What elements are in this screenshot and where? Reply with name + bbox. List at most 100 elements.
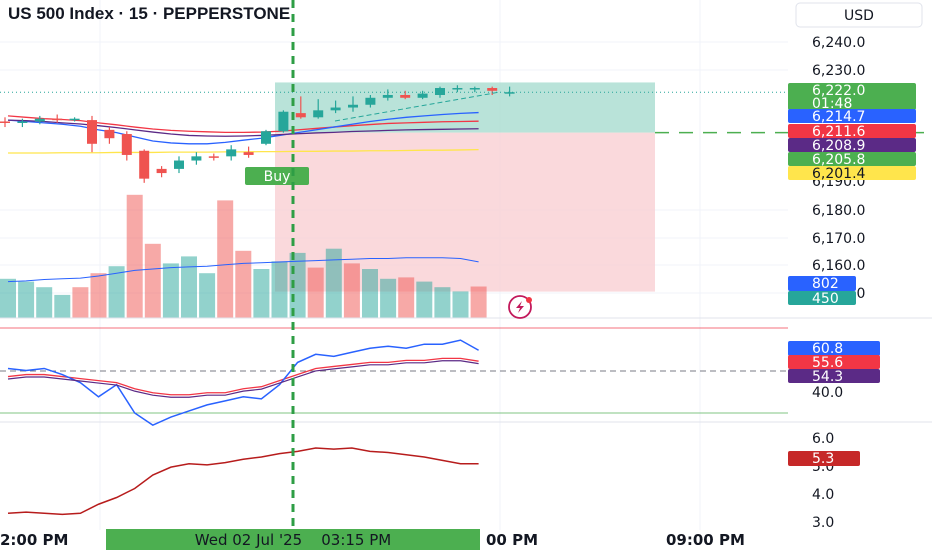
- moving-averages: [7, 111, 479, 154]
- candles: [0, 85, 515, 183]
- volume-bar: [253, 269, 270, 318]
- moving-average-line: [7, 119, 479, 137]
- candle: [417, 90, 428, 100]
- ma-purple-value: 6,208.9: [812, 138, 865, 154]
- candle: [226, 145, 237, 161]
- candle: [400, 90, 411, 100]
- volume-bar: [307, 267, 324, 318]
- volume-value: 450: [812, 291, 839, 307]
- rsi-ma-value: 55.6: [812, 355, 843, 371]
- volume-bar: [18, 281, 35, 318]
- rsi-line: [7, 339, 479, 426]
- price-tick-6240: 6,240.0: [812, 35, 865, 51]
- volume-ma-value: 802: [812, 276, 839, 292]
- volume-bar: [217, 200, 234, 318]
- volume-bar: [126, 194, 143, 318]
- atr-badge: 5.3: [788, 451, 860, 467]
- candle: [156, 166, 167, 178]
- rsi-badge: 60.8: [788, 341, 880, 357]
- lightning-icon[interactable]: [508, 295, 532, 319]
- buy-marker[interactable]: Buy: [245, 167, 309, 185]
- moving-average-line: [7, 111, 479, 145]
- candle: [17, 118, 28, 128]
- candle: [330, 100, 341, 114]
- volume-bar: [325, 248, 342, 318]
- rsi-ma2-badge: 54.3: [788, 369, 880, 385]
- atr-line: [7, 447, 479, 516]
- ma-yellow-badge: 6,201.4: [788, 166, 916, 182]
- trend-dash-line: [334, 91, 501, 122]
- candle: [174, 156, 184, 174]
- rsi-ma-badge: 55.6: [788, 355, 880, 371]
- volume-bar: [90, 273, 107, 318]
- volume-bar: [0, 278, 16, 318]
- candle: [121, 131, 132, 161]
- ma-blue-value: 6,214.7: [812, 109, 865, 125]
- volume-bars: [0, 194, 487, 318]
- volume-bar: [398, 277, 415, 318]
- time-tick-2: 00 PM: [486, 531, 538, 549]
- candle: [261, 129, 271, 146]
- candle: [243, 146, 254, 158]
- buy-label: Buy: [264, 169, 291, 185]
- candle: [348, 96, 358, 112]
- entry-value: 6,205.8: [812, 152, 865, 168]
- price-tick-6230: 6,230.0: [812, 63, 865, 79]
- ma-red-badge: 6,211.6: [788, 124, 916, 140]
- atr-value: 5.3: [812, 451, 834, 467]
- rsi-tick-40: 40.0: [812, 385, 843, 401]
- last-price-badge: 6,222.0 01:48: [788, 83, 916, 112]
- volume-bar: [470, 286, 487, 318]
- candle: [0, 117, 10, 128]
- atr-axis[interactable]: 6.0 5.0 4.0 3.0 5.3: [788, 431, 860, 531]
- volume-bar: [362, 269, 378, 318]
- last-price-value: 6,222.0: [812, 83, 865, 99]
- rsi-ma-line: [7, 357, 479, 396]
- ma-purple-badge: 6,208.9: [788, 138, 916, 154]
- volume-bar: [271, 261, 288, 318]
- candle: [208, 153, 219, 161]
- time-tick-3: 09:00 PM: [666, 531, 745, 549]
- rsi-ma2-line: [7, 360, 479, 398]
- time-axis[interactable]: 2:00 PM 00 PM 09:00 PM Wed 02 Jul '25 03…: [0, 529, 745, 550]
- candle: [52, 114, 63, 123]
- currency-label: USD: [844, 8, 874, 24]
- volume-bar: [108, 266, 125, 318]
- volume-bar: [416, 281, 433, 318]
- candle: [504, 86, 515, 97]
- rsi-axis[interactable]: 60.8 55.6 54.3 40.0: [788, 341, 880, 401]
- volume-bar: [72, 287, 89, 318]
- candle: [34, 115, 45, 125]
- volume-ma-line: [7, 257, 479, 283]
- candle: [104, 127, 115, 144]
- volume-bar: [343, 263, 360, 318]
- candle: [139, 149, 150, 183]
- ma-red-value: 6,211.6: [812, 124, 866, 140]
- candle: [487, 86, 498, 95]
- ma-blue-badge: 6,214.7: [788, 109, 916, 125]
- candle: [295, 96, 306, 119]
- rsi-ma2-value: 54.3: [812, 369, 843, 385]
- atr-tick-3: 3.0: [812, 515, 834, 531]
- candle: [452, 85, 463, 93]
- moving-average-line: [7, 115, 479, 134]
- crosshair-time-badge: Wed 02 Jul '25 03:15 PM: [106, 529, 480, 550]
- volume-ma-badge: 802: [788, 276, 856, 292]
- volume-bar: [452, 291, 469, 318]
- rsi-value: 60.8: [812, 341, 843, 357]
- bar-countdown: 01:48: [812, 96, 852, 112]
- candle: [382, 89, 393, 101]
- volume-bar: [199, 273, 216, 318]
- chart-title: US 500 Index · 15 · PEPPERSTONE: [8, 4, 290, 23]
- candle: [87, 115, 97, 153]
- ma-yellow-value: 6,201.4: [812, 166, 866, 182]
- volume-bar: [235, 250, 252, 318]
- volume-bar: [54, 294, 71, 318]
- candle: [69, 117, 80, 122]
- candle: [278, 110, 289, 133]
- volume-bar: [380, 278, 397, 318]
- volume-badge: 450: [788, 291, 856, 307]
- atr-tick-4: 4.0: [812, 487, 834, 503]
- price-axis[interactable]: USD 6,240.0 6,230.0 6,190.0 6,180.0 6,17…: [788, 2, 923, 307]
